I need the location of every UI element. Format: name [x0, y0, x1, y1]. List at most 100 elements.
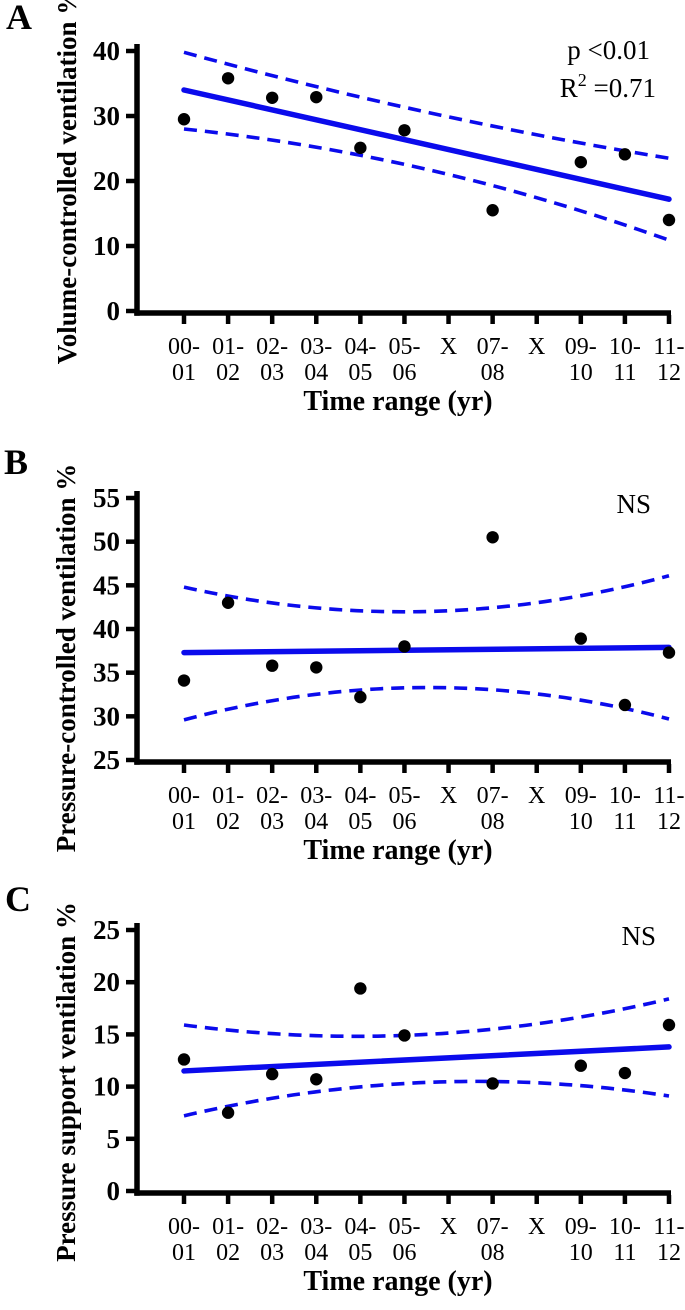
ci-lower-curve: [183, 1079, 670, 1118]
panel-label: C: [5, 879, 31, 919]
data-point: [354, 690, 367, 704]
x-tick-label-missing: X: [440, 334, 457, 360]
ci-upper-curve: [183, 50, 670, 161]
y-tick-label: 25: [93, 745, 120, 775]
x-tick-label-line1: 00-: [168, 334, 200, 360]
y-tick-label: 25: [93, 915, 120, 945]
y-tick-label: 5: [107, 1124, 121, 1154]
x-tick-label-line1: 04-: [344, 783, 376, 809]
regression-line: [181, 87, 672, 202]
y-tick-label: 45: [93, 570, 120, 600]
x-tick-label-line2: 06: [392, 809, 416, 835]
x-tick-label-line2: 12: [657, 809, 681, 835]
y-axis-title: Pressure-controlled ventilation %: [51, 464, 81, 852]
x-tick-label-line2: 08: [481, 360, 505, 386]
y-tick-label: 55: [93, 483, 120, 513]
data-point: [398, 124, 411, 137]
x-axis-title: Time range (yr): [303, 1266, 492, 1297]
stat-annotation: NS: [621, 921, 656, 951]
x-tick-label-line2: 01: [172, 809, 196, 835]
data-point: [354, 141, 367, 155]
y-tick-label: 20: [93, 166, 120, 196]
panel-B: 25 30 35 40 45 50 55 00-01 01-02 02-03 03-04 04-05 0…: [4, 442, 685, 866]
x-tick-label-line1: 01-: [212, 783, 244, 809]
stat-annotation: R2 =0.71: [560, 70, 656, 103]
x-tick-label-line2: 01: [172, 360, 196, 386]
y-tick-label: 0: [107, 296, 121, 326]
x-tick-label-line1: 09-: [565, 334, 597, 360]
x-tick-label-line1: 09-: [565, 1214, 597, 1240]
panel-C: 051015202500-0101-0202-0303-0404-0505-06…: [5, 879, 685, 1297]
x-tick-label-line2: 06: [392, 360, 416, 386]
x-tick-label-line1: 05-: [388, 334, 420, 360]
x-tick-label-line1: 09-: [565, 783, 597, 809]
x-tick-label-missing: X: [528, 783, 545, 809]
panel-label: A: [6, 0, 32, 37]
y-tick-label: 15: [93, 1019, 120, 1049]
stat-annotation: p <0.01: [567, 35, 650, 65]
x-tick-label-line2: 10: [569, 360, 593, 386]
y-tick-label: 10: [93, 1072, 120, 1102]
x-tick-label-line2: 11: [613, 809, 636, 835]
x-tick-label-line1: 00-: [168, 783, 200, 809]
y-tick-label: 0: [107, 1176, 121, 1206]
y-tick-label: 20: [93, 967, 120, 997]
data-point: [221, 596, 235, 609]
data-point: [398, 1029, 411, 1042]
x-tick-label-line2: 03: [260, 809, 284, 835]
ci-lower-curve: [183, 685, 670, 722]
data-point: [618, 148, 632, 161]
data-point: [310, 661, 323, 674]
x-tick-label-line1: 02-: [256, 334, 288, 360]
data-point: [398, 640, 411, 653]
x-tick-label-line2: 01: [172, 1240, 196, 1266]
panel-label: B: [4, 442, 28, 482]
x-tick-label-line2: 03: [260, 360, 284, 386]
x-tick-label-line2: 02: [216, 360, 240, 386]
x-tick-label-line2: 10: [569, 1240, 593, 1266]
x-tick-label-line2: 04: [304, 1240, 328, 1266]
x-tick-label-line1: 11-: [653, 783, 684, 809]
x-tick-label-line2: 06: [392, 1240, 416, 1266]
data-point: [221, 1106, 235, 1119]
data-point: [486, 1077, 499, 1090]
data-point: [574, 1059, 588, 1072]
panel-A: 0 10 20 30 40 00-01 01-02 02-03 03-04 04-05 05-06 X…: [6, 0, 685, 417]
data-point: [310, 1073, 323, 1086]
y-axis-title: Pressure support ventilation %: [51, 902, 81, 1262]
stat-annotation: NS: [616, 489, 651, 519]
regression-line: [181, 1044, 672, 1074]
ci-upper-curve: [183, 997, 670, 1039]
data-point: [265, 91, 279, 105]
x-tick-label-line2: 12: [657, 1240, 681, 1266]
x-tick-label-line1: 10-: [609, 334, 641, 360]
x-tick-label-line2: 11: [613, 360, 636, 386]
data-point: [618, 698, 632, 712]
y-tick-label: 10: [93, 231, 120, 261]
x-tick-label-line1: 03-: [300, 334, 332, 360]
y-tick-label: 35: [93, 658, 120, 688]
x-tick-label-line1: 11-: [653, 334, 684, 360]
x-tick-label-line1: 03-: [300, 783, 332, 809]
x-axis-title: Time range (yr): [303, 835, 492, 866]
x-tick-label-line1: 04-: [344, 334, 376, 360]
y-tick-label: 40: [93, 36, 120, 66]
x-tick-label-missing: X: [528, 334, 545, 360]
data-point: [486, 204, 499, 217]
x-tick-label-missing: X: [528, 1214, 545, 1240]
x-tick-label-line2: 12: [657, 360, 681, 386]
data-point: [177, 113, 191, 126]
x-tick-label-missing: X: [440, 1214, 457, 1240]
x-tick-label-line1: 01-: [212, 1214, 244, 1240]
data-point: [265, 1067, 279, 1081]
x-tick-label-line1: 11-: [653, 1214, 684, 1240]
x-tick-label-line1: 10-: [609, 1214, 641, 1240]
data-point: [618, 1066, 632, 1080]
data-point: [662, 646, 676, 659]
data-point: [177, 1053, 191, 1066]
x-tick-label-line2: 08: [481, 809, 505, 835]
x-tick-label-line1: 01-: [212, 334, 244, 360]
x-tick-label-line2: 02: [216, 809, 240, 835]
x-tick-label-line2: 05: [348, 1240, 372, 1266]
